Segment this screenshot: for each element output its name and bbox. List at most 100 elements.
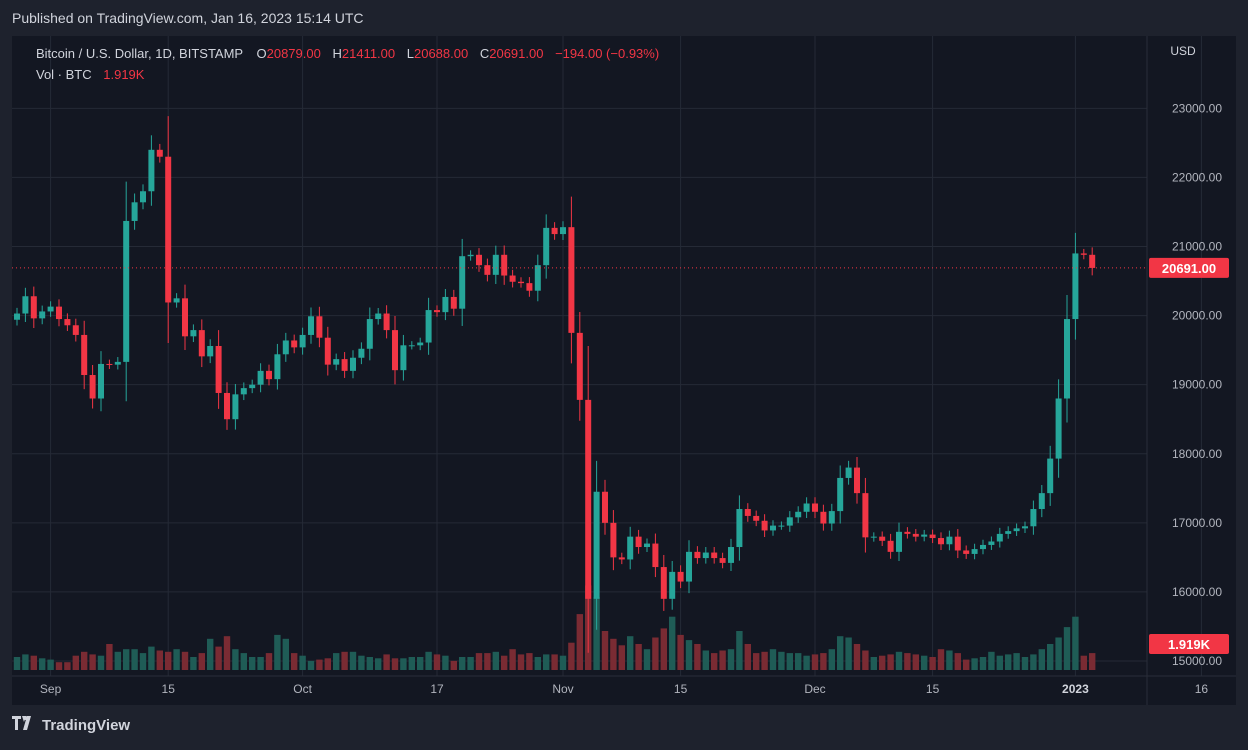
candle-body[interactable] — [1022, 526, 1028, 529]
candle-body[interactable] — [467, 254, 474, 257]
candle-body[interactable] — [224, 392, 230, 420]
candle-body[interactable] — [383, 313, 390, 331]
candle-body[interactable] — [996, 533, 1003, 542]
candle-body[interactable] — [585, 399, 592, 599]
candle-body[interactable] — [366, 319, 373, 349]
candle-body[interactable] — [795, 511, 802, 518]
candle-body[interactable] — [1064, 319, 1070, 399]
candle-body[interactable] — [106, 363, 113, 365]
candle-body[interactable] — [1030, 509, 1037, 527]
candle-body[interactable] — [812, 503, 818, 512]
candle-body[interactable] — [1072, 253, 1079, 320]
candle-body[interactable] — [308, 316, 314, 335]
candle-body[interactable] — [442, 296, 449, 313]
candle-body[interactable] — [820, 511, 827, 524]
candle-body[interactable] — [971, 549, 978, 554]
candle-body[interactable] — [299, 334, 306, 348]
candle-body[interactable] — [954, 536, 961, 551]
candle-body[interactable] — [392, 330, 398, 371]
candle-body[interactable] — [660, 567, 667, 599]
candle-body[interactable] — [114, 361, 121, 365]
candle-body[interactable] — [249, 384, 256, 389]
candle-body[interactable] — [123, 220, 130, 362]
volume-label[interactable]: Vol · BTC — [36, 67, 92, 82]
candle-body[interactable] — [182, 298, 188, 337]
price-chart[interactable]: 23000.00 22000.00 21000.00 20000.00 19000.00… — [12, 36, 1236, 705]
candle-body[interactable] — [543, 227, 550, 266]
candle-body[interactable] — [1080, 253, 1087, 255]
candle-body[interactable] — [862, 493, 869, 538]
candle-body[interactable] — [887, 540, 894, 552]
candle-body[interactable] — [190, 330, 197, 337]
candle-body[interactable] — [644, 543, 650, 548]
candle-body[interactable] — [669, 571, 676, 599]
candle-body[interactable] — [257, 370, 264, 385]
candle-body[interactable] — [207, 345, 214, 357]
candle-body[interactable] — [232, 394, 239, 420]
candle-body[interactable] — [896, 531, 902, 552]
candle-body[interactable] — [921, 534, 928, 537]
candle-body[interactable] — [148, 149, 155, 192]
candle-body[interactable] — [240, 388, 247, 395]
candle-body[interactable] — [476, 254, 482, 266]
candle-body[interactable] — [266, 370, 272, 380]
candle-body[interactable] — [711, 552, 718, 559]
candle-body[interactable] — [980, 544, 986, 550]
candle-body[interactable] — [1013, 528, 1020, 532]
candle-body[interactable] — [803, 503, 810, 512]
candle-body[interactable] — [912, 533, 919, 537]
candle-body[interactable] — [375, 313, 382, 320]
candle-body[interactable] — [1055, 398, 1062, 459]
candle-body[interactable] — [870, 536, 877, 538]
candle-body[interactable] — [551, 227, 558, 235]
candle-body[interactable] — [837, 477, 844, 512]
candle-body[interactable] — [81, 334, 88, 376]
candle-body[interactable] — [1047, 458, 1054, 494]
candle-body[interactable] — [89, 375, 96, 399]
candle-body[interactable] — [316, 316, 323, 338]
candle-body[interactable] — [1005, 531, 1012, 534]
candle-body[interactable] — [635, 536, 642, 548]
candle-body[interactable] — [946, 536, 953, 545]
candle-body[interactable] — [770, 525, 776, 531]
candle-body[interactable] — [450, 296, 457, 309]
candle-body[interactable] — [593, 491, 600, 599]
candle-body[interactable] — [282, 340, 289, 355]
candle-body[interactable] — [610, 522, 617, 558]
candle-body[interactable] — [845, 467, 852, 478]
candle-body[interactable] — [47, 306, 54, 312]
candle-body[interactable] — [358, 348, 365, 358]
candle-body[interactable] — [131, 202, 138, 221]
candle-body[interactable] — [753, 515, 760, 521]
candle-body[interactable] — [744, 509, 751, 516]
candle-body[interactable] — [434, 310, 440, 313]
candle-body[interactable] — [560, 227, 566, 235]
candle-body[interactable] — [576, 332, 583, 400]
candle-body[interactable] — [156, 149, 163, 157]
candle-body[interactable] — [736, 509, 743, 548]
candle-body[interactable] — [408, 345, 415, 347]
candle-body[interactable] — [627, 536, 634, 560]
candle-body[interactable] — [854, 467, 860, 494]
candle-body[interactable] — [568, 227, 575, 333]
candle-body[interactable] — [534, 265, 541, 291]
candle-body[interactable] — [828, 511, 835, 524]
candle-body[interactable] — [39, 311, 46, 319]
chart-panel[interactable]: 23000.00 22000.00 21000.00 20000.00 19000.00… — [12, 36, 1236, 705]
candle-body[interactable] — [64, 319, 71, 326]
candle-body[interactable] — [291, 340, 298, 348]
candle-body[interactable] — [72, 325, 79, 335]
candle-body[interactable] — [929, 534, 936, 539]
candle-body[interactable] — [341, 359, 348, 371]
candle-body[interactable] — [198, 330, 205, 357]
symbol-label[interactable]: Bitcoin / U.S. Dollar, 1D, BITSTAMP — [36, 46, 243, 61]
candle-body[interactable] — [417, 342, 424, 346]
candle-body[interactable] — [501, 254, 508, 276]
candle-body[interactable] — [165, 156, 172, 303]
candle-body[interactable] — [702, 552, 709, 559]
candle-body[interactable] — [719, 558, 726, 563]
candle-body[interactable] — [400, 345, 407, 371]
candle-body[interactable] — [22, 296, 29, 314]
candle-body[interactable] — [786, 517, 793, 526]
candle-body[interactable] — [778, 525, 785, 527]
